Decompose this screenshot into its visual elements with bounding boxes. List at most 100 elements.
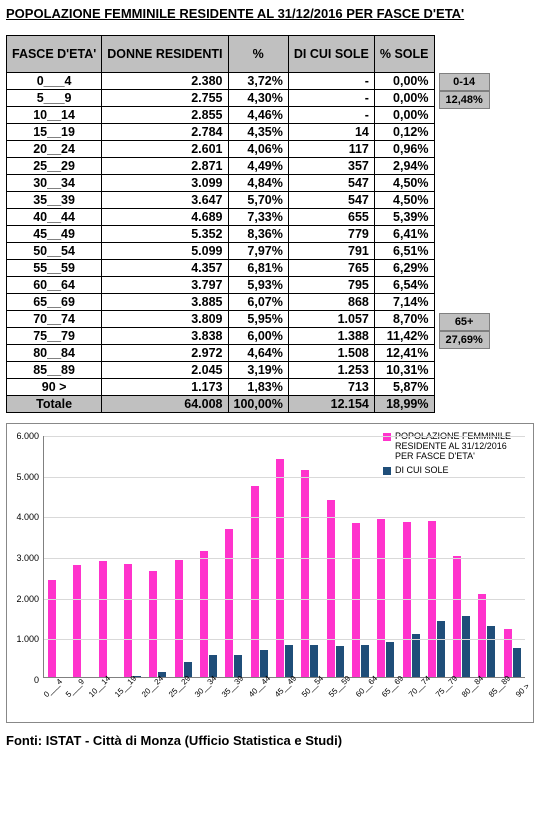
bar <box>462 616 470 677</box>
cell-sole: 547 <box>288 175 374 192</box>
cell-total-label: Totale <box>7 396 102 413</box>
bar-group <box>272 459 297 677</box>
bar <box>200 551 208 677</box>
cell-age: 0___4 <box>7 73 102 90</box>
cell-pct: 3,72% <box>228 73 288 90</box>
col-psole: % SOLE <box>374 36 434 73</box>
table-row: 30__343.0994,84%5474,50% <box>7 175 435 192</box>
cell-sole: 765 <box>288 260 374 277</box>
bar <box>260 650 268 677</box>
bar <box>225 529 233 677</box>
bar <box>361 645 369 677</box>
table-row: 25__292.8714,49%3572,94% <box>7 158 435 175</box>
bar <box>276 459 284 677</box>
table-row: 0___42.3803,72%-0,00% <box>7 73 435 90</box>
side-label: 0-14 <box>439 73 490 91</box>
y-tick-label: 2.000 <box>11 594 39 604</box>
bar <box>327 500 335 677</box>
y-tick-label: 0 <box>11 675 39 685</box>
bar <box>437 621 445 677</box>
bar-group <box>247 486 272 677</box>
gridline <box>44 517 525 518</box>
cell-psole: 6,41% <box>374 226 434 243</box>
cell-psole: 0,00% <box>374 90 434 107</box>
gridline <box>44 436 525 437</box>
bar <box>352 523 360 677</box>
cell-pct: 8,36% <box>228 226 288 243</box>
cell-sole: 14 <box>288 124 374 141</box>
bar <box>149 571 157 677</box>
cell-res: 3.838 <box>102 328 228 345</box>
cell-sole: 868 <box>288 294 374 311</box>
table-row: 90 >1.1731,83%7135,87% <box>7 379 435 396</box>
cell-sole: 713 <box>288 379 374 396</box>
bar <box>310 645 318 677</box>
bar <box>478 594 486 677</box>
bar <box>124 564 132 677</box>
cell-pct: 6,00% <box>228 328 288 345</box>
table-row: 65__693.8856,07%8687,14% <box>7 294 435 311</box>
cell-age: 40__44 <box>7 209 102 226</box>
cell-pct: 4,06% <box>228 141 288 158</box>
bar-group <box>500 629 525 677</box>
table-row: 20__242.6014,06%1170,96% <box>7 141 435 158</box>
table-row: 40__444.6897,33%6555,39% <box>7 209 435 226</box>
bar-group <box>145 571 170 677</box>
cell-sole: 779 <box>288 226 374 243</box>
table-row: 50__545.0997,97%7916,51% <box>7 243 435 260</box>
bar-group <box>221 529 246 677</box>
cell-sole: 117 <box>288 141 374 158</box>
y-tick-label: 6.000 <box>11 431 39 441</box>
cell-psole: 0,12% <box>374 124 434 141</box>
cell-psole: 0,00% <box>374 73 434 90</box>
cell-sole: 1.253 <box>288 362 374 379</box>
cell-psole: 2,94% <box>374 158 434 175</box>
cell-sole: - <box>288 73 374 90</box>
table-row: 45__495.3528,36%7796,41% <box>7 226 435 243</box>
side-label: 65+ <box>439 313 490 331</box>
bar <box>504 629 512 677</box>
plot-area <box>43 436 525 678</box>
cell-res: 3.797 <box>102 277 228 294</box>
cell-psole: 7,14% <box>374 294 434 311</box>
cell-psole: 0,00% <box>374 107 434 124</box>
bar <box>99 561 107 677</box>
gridline <box>44 639 525 640</box>
y-tick-label: 3.000 <box>11 553 39 563</box>
bar-group <box>297 470 322 677</box>
cell-pct: 7,97% <box>228 243 288 260</box>
bar <box>285 645 293 677</box>
cell-pct: 4,46% <box>228 107 288 124</box>
table-row: 75__793.8386,00%1.38811,42% <box>7 328 435 345</box>
bar-group <box>44 580 69 677</box>
table-wrap: FASCE D'ETA' DONNE RESIDENTI % DI CUI SO… <box>6 35 548 413</box>
cell-age: 65__69 <box>7 294 102 311</box>
header-row: FASCE D'ETA' DONNE RESIDENTI % DI CUI SO… <box>7 36 435 73</box>
bars <box>44 436 525 677</box>
cell-pct: 6,07% <box>228 294 288 311</box>
bar <box>336 646 344 677</box>
bar-group <box>69 565 94 677</box>
cell-psole: 10,31% <box>374 362 434 379</box>
cell-total-sole: 12.154 <box>288 396 374 413</box>
cell-res: 2.972 <box>102 345 228 362</box>
cell-psole: 11,42% <box>374 328 434 345</box>
bar <box>412 634 420 677</box>
bar <box>487 626 495 677</box>
cell-res: 1.173 <box>102 379 228 396</box>
cell-res: 2.755 <box>102 90 228 107</box>
table-row: 85__892.0453,19%1.25310,31% <box>7 362 435 379</box>
cell-pct: 4,35% <box>228 124 288 141</box>
bar-group <box>348 523 373 677</box>
cell-psole: 5,87% <box>374 379 434 396</box>
cell-res: 5.352 <box>102 226 228 243</box>
cell-age: 30__34 <box>7 175 102 192</box>
bar <box>175 560 183 677</box>
cell-age: 15__19 <box>7 124 102 141</box>
cell-pct: 4,30% <box>228 90 288 107</box>
y-tick-label: 5.000 <box>11 472 39 482</box>
table-row: 15__192.7844,35%140,12% <box>7 124 435 141</box>
cell-res: 2.784 <box>102 124 228 141</box>
table-row: 10__142.8554,46%-0,00% <box>7 107 435 124</box>
bar <box>386 642 394 677</box>
